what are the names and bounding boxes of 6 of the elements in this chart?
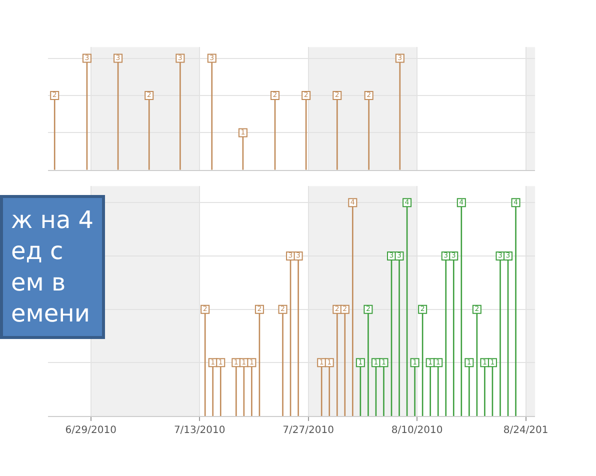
x-tick-label: 7/13/2010 — [174, 425, 226, 436]
x-tick-label: 7/27/2010 — [282, 425, 334, 436]
x-tick-label: 8/10/2010 — [391, 425, 443, 436]
x-tick-label: 6/29/2010 — [65, 425, 116, 436]
annotation: ж на 4 ед с ем в емени — [11, 206, 94, 328]
x-tick-label: 8/24/201 — [503, 425, 548, 436]
